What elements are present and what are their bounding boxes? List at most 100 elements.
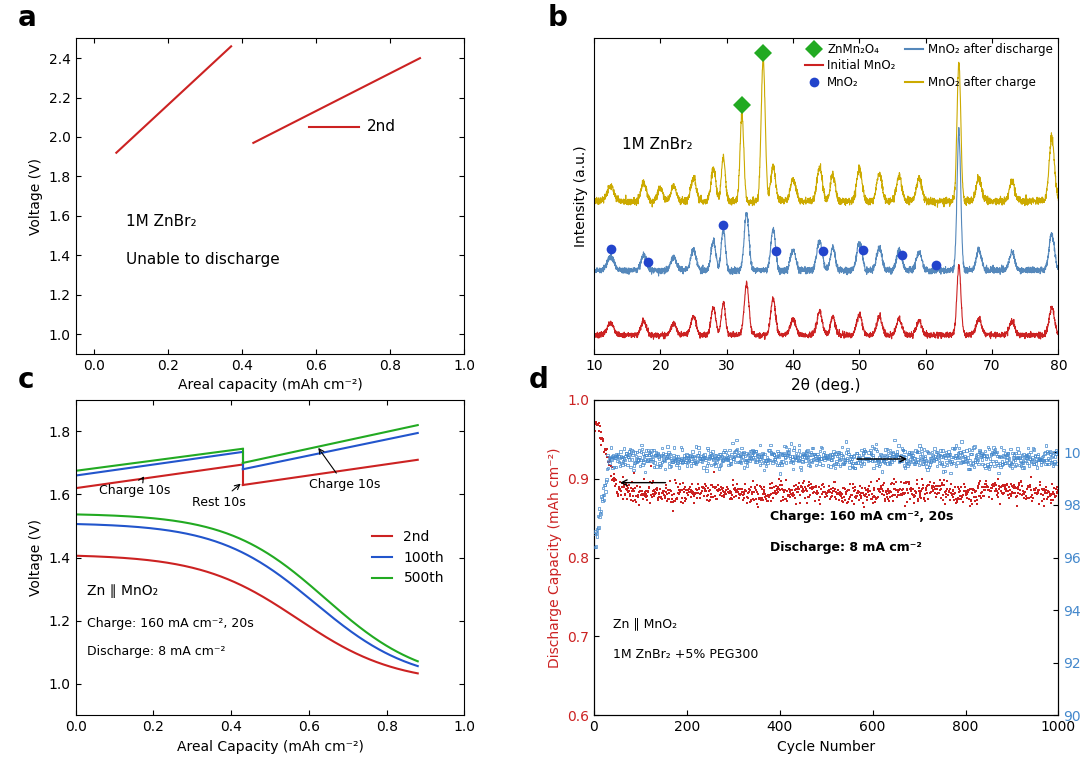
Point bbox=[591, 502, 608, 514]
Point bbox=[988, 489, 1005, 501]
Point bbox=[880, 451, 897, 464]
Point bbox=[674, 478, 691, 490]
Point bbox=[926, 442, 943, 454]
Point bbox=[675, 453, 692, 465]
Point bbox=[944, 485, 961, 498]
Point bbox=[1035, 483, 1052, 495]
Point bbox=[1048, 448, 1065, 460]
Point bbox=[1001, 488, 1018, 500]
Point bbox=[885, 445, 902, 458]
Point bbox=[592, 504, 609, 517]
Point bbox=[702, 478, 719, 491]
Point bbox=[761, 439, 779, 451]
Point bbox=[648, 483, 665, 495]
Point bbox=[961, 500, 978, 512]
Point bbox=[773, 458, 791, 471]
Point bbox=[818, 488, 835, 501]
Point bbox=[780, 483, 797, 495]
Point bbox=[870, 460, 888, 472]
Point bbox=[822, 486, 839, 498]
Point bbox=[843, 494, 861, 507]
Point bbox=[842, 489, 860, 501]
Point bbox=[947, 481, 964, 494]
Point bbox=[1023, 456, 1040, 468]
Point bbox=[1049, 481, 1066, 493]
Point bbox=[701, 450, 718, 462]
Point bbox=[626, 494, 644, 506]
Point bbox=[892, 476, 909, 488]
Point bbox=[632, 454, 649, 466]
Text: Rest 10s: Rest 10s bbox=[192, 484, 246, 508]
Point bbox=[616, 479, 633, 491]
Point bbox=[888, 484, 905, 496]
Point bbox=[1036, 454, 1053, 466]
Point bbox=[586, 418, 604, 430]
Point bbox=[732, 483, 750, 495]
Point bbox=[728, 484, 745, 496]
Point bbox=[639, 486, 657, 498]
Point bbox=[874, 488, 891, 500]
Point bbox=[1047, 491, 1064, 503]
Point bbox=[963, 498, 981, 511]
Point bbox=[697, 454, 714, 466]
Point bbox=[798, 444, 815, 457]
Point bbox=[612, 476, 630, 488]
Point bbox=[642, 476, 659, 488]
Point bbox=[901, 455, 918, 468]
Point bbox=[953, 481, 970, 493]
Point bbox=[646, 486, 663, 498]
Point bbox=[834, 441, 851, 453]
Point bbox=[930, 487, 947, 499]
Point bbox=[712, 452, 729, 464]
Point bbox=[1007, 460, 1024, 472]
Point bbox=[832, 489, 849, 501]
Point bbox=[950, 493, 968, 505]
Point bbox=[646, 456, 663, 468]
Point bbox=[605, 468, 622, 481]
Text: d: d bbox=[529, 365, 549, 394]
Point bbox=[647, 449, 664, 461]
Point bbox=[656, 455, 673, 468]
Point bbox=[588, 541, 605, 553]
Point bbox=[918, 480, 935, 492]
Point bbox=[981, 463, 998, 475]
Point bbox=[755, 464, 772, 476]
Point bbox=[761, 481, 779, 494]
Point bbox=[984, 455, 1001, 468]
Point bbox=[820, 453, 837, 465]
Point bbox=[729, 449, 746, 461]
Point bbox=[602, 454, 619, 467]
Point bbox=[796, 475, 813, 488]
Point bbox=[598, 443, 616, 455]
Text: b: b bbox=[548, 4, 567, 32]
Point bbox=[764, 456, 781, 468]
Point bbox=[589, 510, 606, 522]
Point bbox=[754, 492, 771, 504]
Point bbox=[963, 458, 981, 470]
Point bbox=[635, 456, 652, 468]
Point bbox=[597, 485, 615, 498]
Point bbox=[744, 488, 761, 500]
Point bbox=[891, 454, 908, 467]
Point bbox=[792, 481, 809, 493]
Point bbox=[862, 485, 879, 498]
Point bbox=[868, 453, 886, 465]
Point bbox=[659, 488, 676, 500]
Point bbox=[854, 447, 872, 459]
Point bbox=[805, 487, 822, 499]
Point bbox=[907, 456, 924, 468]
Point bbox=[973, 481, 990, 493]
Point bbox=[1021, 492, 1038, 504]
Point bbox=[672, 484, 689, 497]
Point bbox=[764, 477, 781, 489]
Point bbox=[612, 488, 630, 501]
Point bbox=[990, 450, 1008, 462]
Text: Charge 10s: Charge 10s bbox=[309, 449, 380, 491]
Point bbox=[994, 488, 1011, 501]
Point bbox=[852, 491, 869, 504]
Point bbox=[894, 444, 912, 456]
Point bbox=[899, 457, 916, 469]
Point bbox=[943, 488, 960, 500]
Point bbox=[873, 483, 890, 495]
Point bbox=[874, 465, 891, 478]
